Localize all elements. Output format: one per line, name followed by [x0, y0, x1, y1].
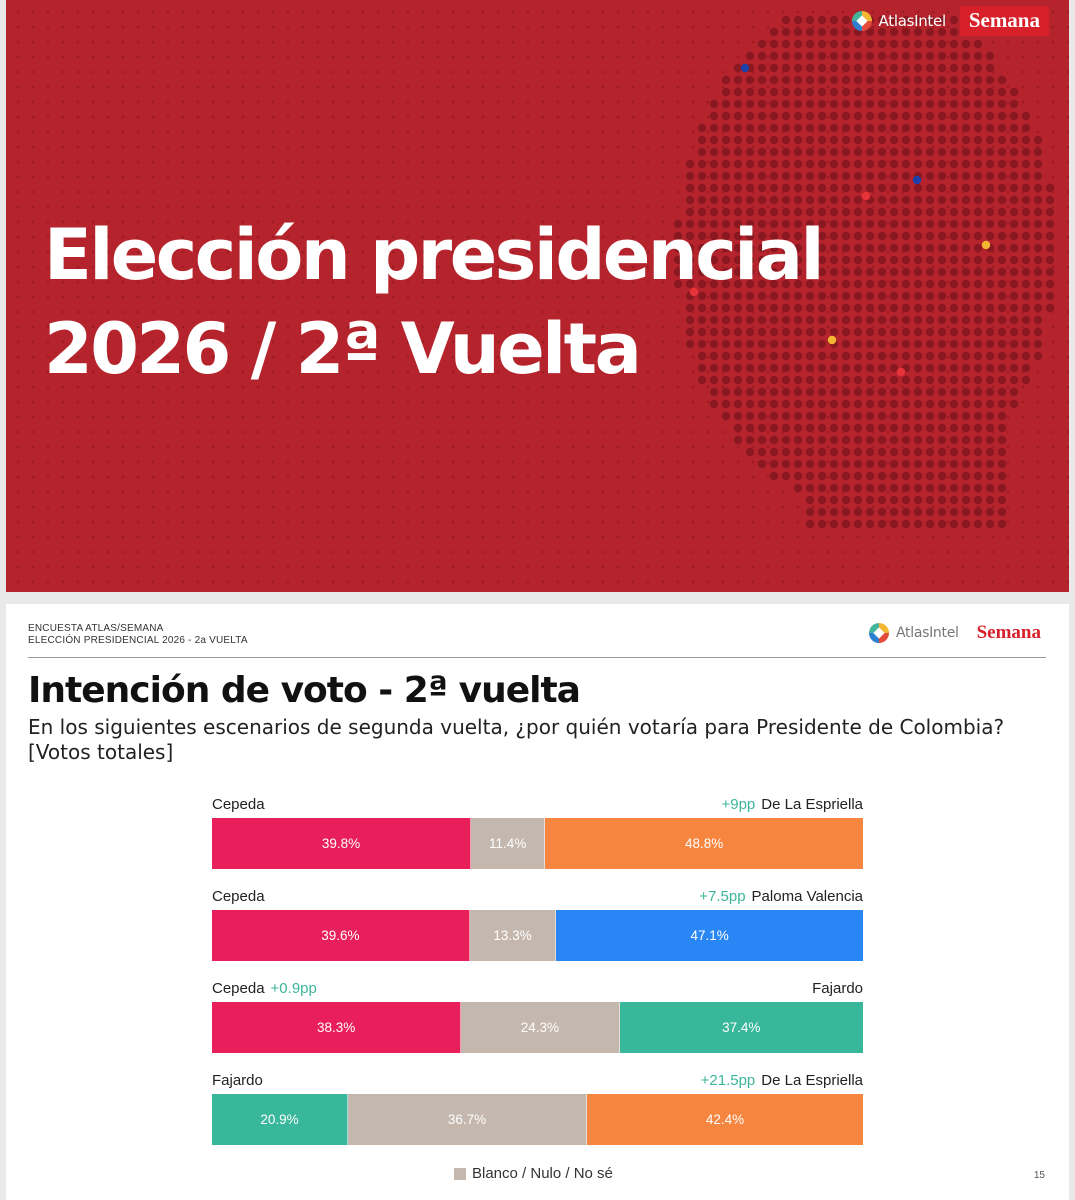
lead-margin: +21.5pp [700, 1072, 756, 1089]
segment-blanco: 36.7% [348, 1094, 587, 1145]
dot-map-pattern [16, 10, 1069, 584]
chart-subtitle: En los siguientes escenarios de segunda … [28, 715, 1005, 764]
segment-value-label: 11.4% [489, 836, 527, 851]
lead-margin: +9pp [721, 796, 756, 813]
candidate-left-name: Cepeda [212, 980, 265, 997]
candidate-right-name: De La Espriella [761, 1072, 863, 1089]
segment-left-candidate: 20.9% [212, 1094, 349, 1145]
chart-legend: Blanco / Nulo / No sé [454, 1165, 613, 1182]
segment-value-label: 37.4% [722, 1020, 761, 1035]
segment-blanco: 11.4% [471, 818, 546, 869]
header-divider [28, 657, 1046, 658]
stacked-bar: 38.3% 24.3% 37.4% [212, 1002, 863, 1053]
cover-title-line1: Elección presidencial [44, 214, 824, 296]
segment-blanco: 24.3% [461, 1002, 620, 1053]
atlasintel-logo-small: AtlasIntel [869, 623, 959, 643]
segment-value-label: 20.9% [260, 1112, 299, 1127]
stacked-bar: 39.6% 13.3% 47.1% [212, 910, 863, 961]
header-logos: AtlasIntel Semana [869, 622, 1041, 644]
chart-title: Intención de voto - 2ª vuelta [28, 670, 581, 711]
candidate-right-label: +9pp De La Espriella [715, 796, 863, 813]
scenario-2: Cepeda +7.5pp Paloma Valencia 39.6% 13.3% 47.… [212, 888, 863, 961]
candidate-left-label: Cepeda +0.9pp [212, 980, 323, 997]
segment-left-candidate: 38.3% [212, 1002, 462, 1053]
cover-title: Elección presidencial 2026 / 2ª Vuelta [44, 208, 824, 396]
segment-right-candidate: 47.1% [556, 910, 863, 961]
scenario-labels: Cepeda +7.5pp Paloma Valencia [212, 888, 863, 908]
survey-sublabel: ELECCIÓN PRESIDENCIAL 2026 - 2a VUELTA [28, 635, 248, 646]
segment-value-label: 24.3% [520, 1020, 560, 1035]
candidate-left-name: Cepeda [212, 888, 265, 905]
candidate-left-label: Fajardo [212, 1072, 263, 1089]
candidate-left-name: Fajardo [212, 1072, 263, 1089]
candidate-left-name: Cepeda [212, 796, 265, 813]
scenario-labels: Cepeda +0.9pp Fajardo [212, 980, 863, 1000]
page-number: 15 [1033, 1170, 1045, 1181]
candidate-right-label: +7.5pp Paloma Valencia [693, 888, 863, 905]
segment-right-candidate: 42.4% [586, 1094, 863, 1145]
segment-value-label: 42.4% [705, 1112, 745, 1127]
segment-value-label: 13.3% [493, 928, 532, 943]
legend-swatch-blanco [454, 1167, 466, 1180]
candidate-right-label: +21.5pp De La Espriella [695, 1072, 863, 1089]
lead-margin: +0.9pp [270, 980, 317, 997]
stacked-bar: 39.8% 11.4% 48.8% [212, 818, 863, 869]
scenario-labels: Fajardo +21.5pp De La Espriella [212, 1072, 863, 1092]
segment-value-label: 36.7% [447, 1112, 487, 1127]
top-logos: AtlasIntel Semana [851, 6, 1049, 36]
segment-right-candidate: 48.8% [545, 818, 863, 869]
semana-logo-small: Semana [976, 622, 1041, 643]
atlasintel-logo-text: AtlasIntel [878, 12, 947, 30]
cover-title-line2: 2026 / 2ª Vuelta [44, 308, 642, 390]
segment-value-label: 39.8% [321, 836, 361, 851]
candidate-right-name: De La Espriella [761, 796, 863, 813]
cover-slide: AtlasIntel Semana Elección presidencial … [6, 0, 1069, 592]
atlasintel-logo: AtlasIntel [851, 11, 947, 31]
atlasintel-mark-icon [851, 11, 872, 31]
segment-value-label: 38.3% [317, 1020, 356, 1035]
segment-value-label: 47.1% [690, 928, 729, 943]
survey-label: ENCUESTA ATLAS/SEMANA [28, 623, 164, 634]
chart-slide: ENCUESTA ATLAS/SEMANA ELECCIÓN PRESIDENC… [6, 604, 1069, 1200]
atlasintel-logo-text-small: AtlasIntel [896, 625, 959, 641]
legend-label: Blanco / Nulo / No sé [472, 1165, 613, 1182]
atlasintel-mark-icon-small [869, 623, 890, 643]
candidate-right-name: Paloma Valencia [751, 888, 863, 905]
scenario-4: Fajardo +21.5pp De La Espriella 20.9% 36.7% 4… [212, 1072, 863, 1145]
segment-value-label: 39.6% [321, 928, 360, 943]
scenario-3: Cepeda +0.9pp Fajardo 38.3% 24.3% 37.4% [212, 980, 863, 1053]
scenario-1: Cepeda +9pp De La Espriella 39.8% 11.4% 48.8% [212, 796, 863, 869]
candidate-left-label: Cepeda [212, 888, 265, 905]
scenario-labels: Cepeda +9pp De La Espriella [212, 796, 863, 816]
segment-left-candidate: 39.6% [212, 910, 470, 961]
candidate-right-label: Fajardo [812, 980, 863, 997]
semana-logo: Semana [959, 6, 1049, 36]
lead-margin: +7.5pp [699, 888, 746, 905]
segment-left-candidate: 39.8% [212, 818, 472, 869]
stacked-bar: 20.9% 36.7% 42.4% [212, 1094, 863, 1145]
candidate-right-name: Fajardo [812, 980, 863, 997]
segment-right-candidate: 37.4% [619, 1002, 863, 1053]
segment-blanco: 13.3% [469, 910, 557, 961]
segment-value-label: 48.8% [685, 836, 724, 851]
candidate-left-label: Cepeda [212, 796, 265, 813]
